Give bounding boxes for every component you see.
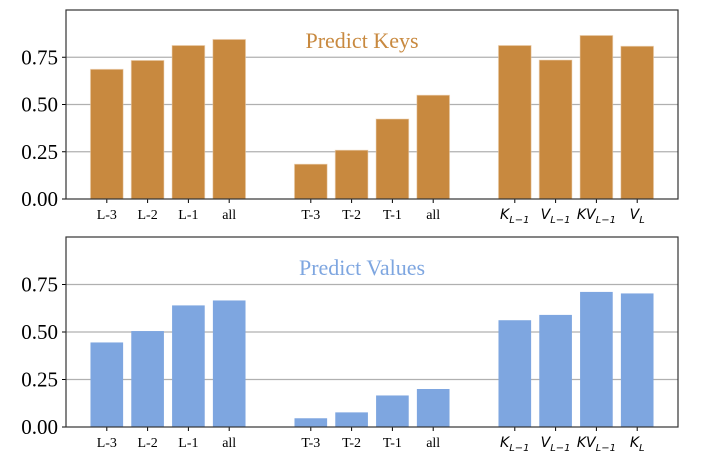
- bar: [89, 68, 124, 200]
- x-tick-label: all: [426, 208, 440, 223]
- bar: [498, 320, 532, 427]
- x-tick-label: all: [222, 436, 236, 451]
- x-tick-label: KL: [630, 435, 645, 454]
- chart-title: Predict Values: [299, 255, 425, 280]
- bar: [538, 59, 573, 200]
- x-tick-label: KVL−1: [577, 435, 616, 454]
- y-tick-label: 0.00: [21, 187, 58, 211]
- x-tick-label: L-1: [178, 436, 198, 451]
- chart-title: Predict Keys: [305, 28, 418, 53]
- bar: [212, 300, 246, 427]
- y-tick-label: 0.25: [21, 368, 58, 392]
- x-tick-label: VL: [630, 207, 645, 226]
- x-tick-label: T-2: [342, 208, 361, 223]
- x-tick-label: L-1: [178, 208, 198, 223]
- bar: [212, 38, 247, 200]
- x-tick-label: T-1: [383, 208, 402, 223]
- y-tick-label: 0.75: [21, 45, 58, 69]
- bar: [90, 342, 124, 427]
- x-tick-label: all: [426, 436, 440, 451]
- x-tick-label: VL−1: [541, 207, 571, 226]
- subplot-1: 0.00 0.25 0.50 0.75 L-3 L-2 L-1 all T-3 T-2 T-1 all…: [21, 9, 679, 226]
- bar: [375, 118, 410, 200]
- x-tick-label: L-2: [137, 436, 157, 451]
- x-tick-label: VL−1: [541, 435, 571, 454]
- axes-frame: [65, 9, 679, 200]
- bar: [334, 149, 369, 200]
- bar: [130, 59, 165, 200]
- bar: [376, 395, 409, 427]
- bar: [293, 163, 328, 200]
- bar: [416, 94, 451, 200]
- x-tick-label: T-1: [383, 436, 402, 451]
- subplot-2: 0.00 0.25 0.50 0.75 L-3 L-2 L-1 all T-3 T-2 T-1 all…: [21, 236, 679, 454]
- bar: [539, 314, 572, 427]
- y-tick-label: 0.50: [21, 320, 58, 344]
- y-tick-label: 0.25: [21, 140, 58, 164]
- bar: [497, 45, 532, 200]
- x-tick-label: L-3: [97, 208, 117, 223]
- bar: [620, 45, 655, 200]
- x-tick-label: L-2: [137, 208, 157, 223]
- bar: [172, 305, 205, 427]
- x-tick-label: KL−1: [500, 207, 530, 226]
- bar: [580, 291, 613, 427]
- bar: [620, 293, 654, 427]
- bar: [171, 45, 206, 200]
- bar: [579, 35, 614, 200]
- bar: [294, 418, 328, 427]
- x-tick-label: all: [222, 208, 236, 223]
- x-tick-label: KL−1: [500, 435, 530, 454]
- y-tick-label: 0.50: [21, 93, 58, 117]
- bar: [335, 412, 368, 427]
- y-tick-label: 0.75: [21, 273, 58, 297]
- bar: [131, 331, 164, 427]
- y-tick-label: 0.00: [21, 415, 58, 439]
- x-tick-label: T-3: [301, 436, 320, 451]
- x-tick-label: T-2: [342, 436, 361, 451]
- x-tick-label: L-3: [97, 436, 117, 451]
- axes-frame: [65, 236, 679, 428]
- x-tick-label: T-3: [301, 208, 320, 223]
- bar: [416, 389, 450, 427]
- x-tick-label: KVL−1: [577, 207, 616, 226]
